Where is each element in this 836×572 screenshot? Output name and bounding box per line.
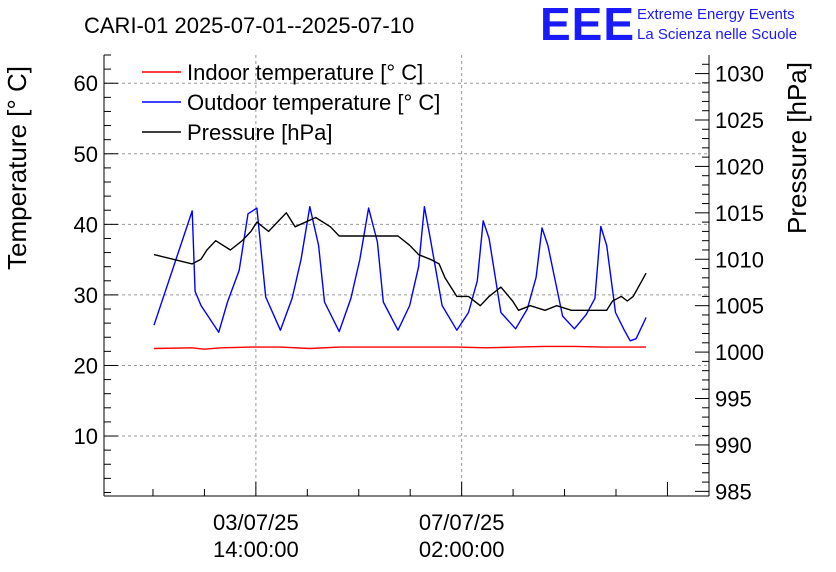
y-tick-label-60: 60 (74, 71, 98, 96)
series-layer (153, 205, 647, 350)
legend-label-outdoor: Outdoor temperature [° C] (187, 90, 440, 115)
y2-tick-label-1000: 1000 (715, 340, 764, 365)
legend-label-pressure: Pressure [hPa] (187, 120, 333, 145)
y2-tick-label-1010: 1010 (715, 247, 764, 272)
y-tick-label-10: 10 (74, 424, 98, 449)
y-tick-label-30: 30 (74, 283, 98, 308)
legend-label-indoor: Indoor temperature [° C] (187, 60, 423, 85)
grid (104, 55, 709, 496)
chart-title: CARI-01 2025-07-01--2025-07-10 (84, 13, 414, 38)
legend: Indoor temperature [° C] Outdoor tempera… (142, 60, 440, 145)
y-tick-label-40: 40 (74, 212, 98, 237)
eee-logo-line1: Extreme Energy Events (637, 6, 795, 23)
y-tick-label-50: 50 (74, 142, 98, 167)
y-tick-label-20: 20 (74, 353, 98, 378)
x-tick-time-1: 02:00:00 (419, 537, 505, 562)
pressure-line (153, 212, 647, 311)
eee-logo: EEE Extreme Energy Events La Scienza nel… (540, 0, 797, 50)
axes: 1020304050609859909951000100510101015102… (74, 54, 764, 562)
eee-logo-line2: La Scienza nelle Scuole (637, 26, 797, 43)
x-tick-date-1: 07/07/25 (419, 510, 505, 535)
y2-tick-label-1015: 1015 (715, 201, 764, 226)
y2-tick-label-995: 995 (715, 387, 752, 412)
y2-tick-label-985: 985 (715, 479, 752, 504)
y2-tick-label-990: 990 (715, 433, 752, 458)
y2-tick-label-1030: 1030 (715, 62, 764, 87)
x-tick-date-0: 03/07/25 (213, 510, 299, 535)
indoor-temperature-line (153, 345, 647, 350)
y2-axis-label: Pressure [hPa] (782, 62, 812, 234)
x-tick-time-0: 14:00:00 (213, 537, 299, 562)
eee-logo-letters: EEE (540, 0, 635, 50)
y-axis-label: Temperature [° C] (2, 66, 32, 270)
y2-tick-label-1005: 1005 (715, 294, 764, 319)
y2-tick-label-1020: 1020 (715, 154, 764, 179)
y2-tick-label-1025: 1025 (715, 108, 764, 133)
